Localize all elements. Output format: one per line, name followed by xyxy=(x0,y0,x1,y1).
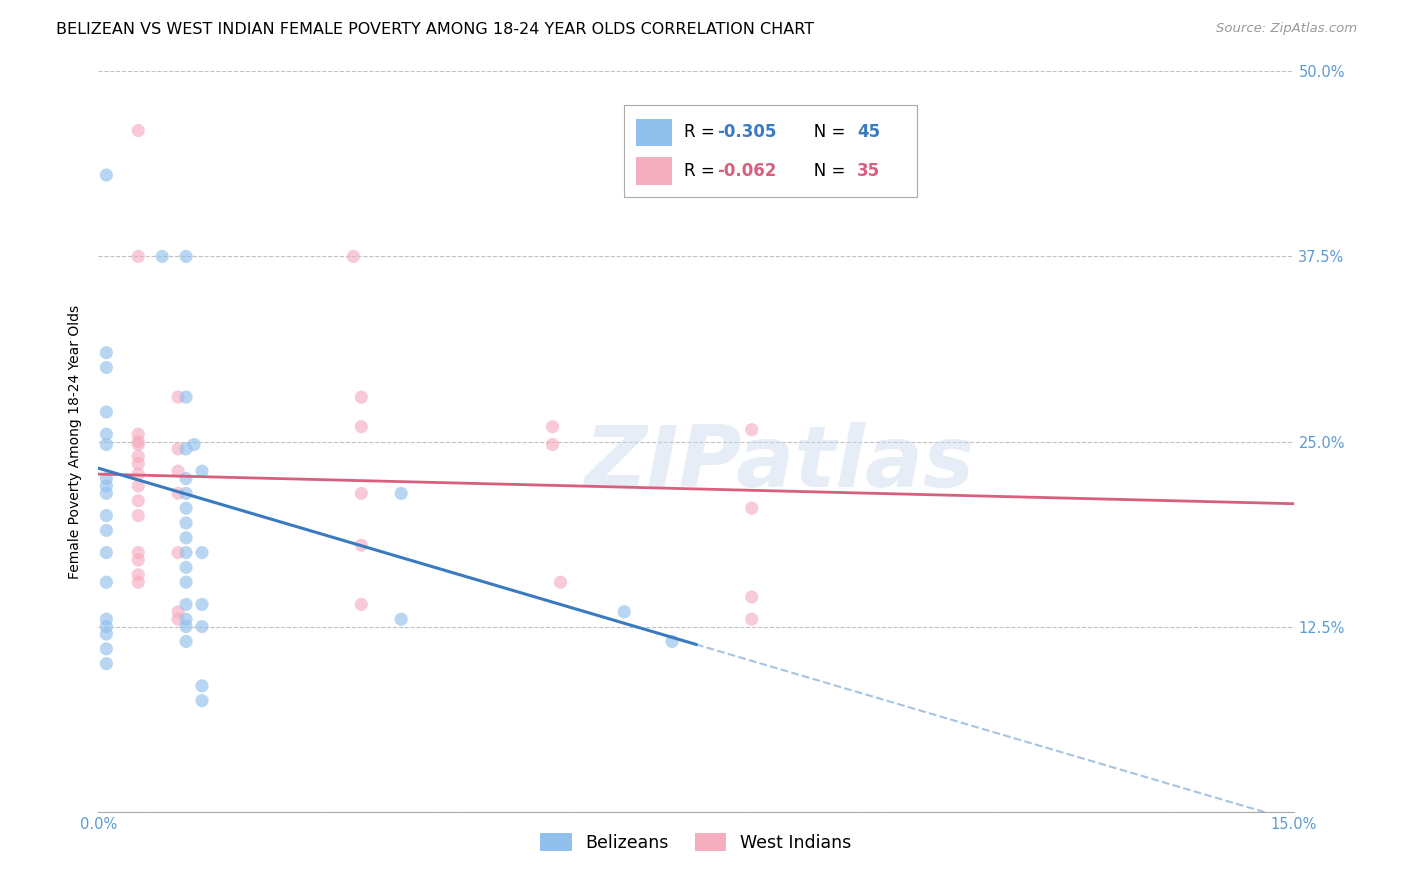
Point xyxy=(191,598,214,612)
Text: N =: N = xyxy=(797,162,851,180)
Point xyxy=(96,627,118,641)
Point xyxy=(174,598,197,612)
Point xyxy=(174,390,197,404)
Point xyxy=(96,168,118,182)
Point xyxy=(191,546,214,560)
Point xyxy=(127,467,149,482)
Text: BELIZEAN VS WEST INDIAN FEMALE POVERTY AMONG 18-24 YEAR OLDS CORRELATION CHART: BELIZEAN VS WEST INDIAN FEMALE POVERTY A… xyxy=(56,22,814,37)
Point xyxy=(550,575,572,590)
Point xyxy=(150,250,173,264)
Text: R =: R = xyxy=(685,162,720,180)
Point xyxy=(167,390,190,404)
Point xyxy=(174,486,197,500)
Point xyxy=(741,423,763,437)
Point xyxy=(96,546,118,560)
Point xyxy=(96,471,118,485)
Point xyxy=(96,437,118,451)
Legend: Belizeans, West Indians: Belizeans, West Indians xyxy=(533,826,859,859)
Point xyxy=(191,619,214,633)
Point xyxy=(127,546,149,560)
FancyBboxPatch shape xyxy=(637,157,672,186)
Point xyxy=(127,437,149,451)
Point xyxy=(174,612,197,626)
Point xyxy=(127,575,149,590)
Point xyxy=(96,641,118,656)
Point xyxy=(174,560,197,574)
Point xyxy=(127,250,149,264)
Point xyxy=(174,575,197,590)
Point xyxy=(741,612,763,626)
Point xyxy=(127,450,149,464)
Point xyxy=(127,493,149,508)
Text: N =: N = xyxy=(797,123,851,142)
Point xyxy=(350,390,373,404)
Point xyxy=(174,546,197,560)
Point xyxy=(389,486,412,500)
Point xyxy=(167,546,190,560)
Point xyxy=(174,471,197,485)
Point xyxy=(661,634,683,648)
Text: 45: 45 xyxy=(858,123,880,142)
Point xyxy=(127,567,149,582)
Point xyxy=(541,419,564,434)
Point xyxy=(350,419,373,434)
Point xyxy=(342,250,364,264)
Point xyxy=(127,479,149,493)
Point xyxy=(350,486,373,500)
Point xyxy=(96,657,118,671)
Point xyxy=(541,437,564,451)
Point xyxy=(127,434,149,449)
Point xyxy=(96,486,118,500)
Point xyxy=(174,442,197,456)
Text: ZIPatlas: ZIPatlas xyxy=(585,422,974,505)
Point xyxy=(96,612,118,626)
Point xyxy=(127,123,149,137)
Text: Source: ZipAtlas.com: Source: ZipAtlas.com xyxy=(1216,22,1357,36)
Point xyxy=(167,612,190,626)
Y-axis label: Female Poverty Among 18-24 Year Olds: Female Poverty Among 18-24 Year Olds xyxy=(69,304,83,579)
Point xyxy=(741,501,763,516)
Point xyxy=(167,605,190,619)
Point xyxy=(350,538,373,552)
Point xyxy=(174,516,197,530)
Text: R =: R = xyxy=(685,123,720,142)
Point xyxy=(127,427,149,442)
Point xyxy=(191,694,214,708)
Point xyxy=(174,619,197,633)
Point xyxy=(96,524,118,538)
Point xyxy=(96,360,118,375)
Text: 35: 35 xyxy=(858,162,880,180)
Point xyxy=(613,605,636,619)
Point xyxy=(96,427,118,442)
Point xyxy=(741,590,763,604)
Point xyxy=(96,508,118,523)
Point xyxy=(167,442,190,456)
Point xyxy=(96,619,118,633)
FancyBboxPatch shape xyxy=(624,104,917,197)
Point xyxy=(127,553,149,567)
Point xyxy=(167,486,190,500)
Point xyxy=(191,464,214,478)
Point xyxy=(389,612,412,626)
Point xyxy=(96,345,118,359)
Point xyxy=(183,437,205,451)
Text: -0.305: -0.305 xyxy=(717,123,778,142)
Point xyxy=(191,679,214,693)
Point xyxy=(174,250,197,264)
Point xyxy=(174,634,197,648)
Point xyxy=(174,531,197,545)
Point xyxy=(127,457,149,471)
Point xyxy=(96,405,118,419)
Text: -0.062: -0.062 xyxy=(717,162,778,180)
Point xyxy=(127,508,149,523)
Point xyxy=(96,479,118,493)
Point xyxy=(96,575,118,590)
FancyBboxPatch shape xyxy=(637,119,672,146)
Point xyxy=(174,501,197,516)
Point xyxy=(350,598,373,612)
Point xyxy=(167,464,190,478)
